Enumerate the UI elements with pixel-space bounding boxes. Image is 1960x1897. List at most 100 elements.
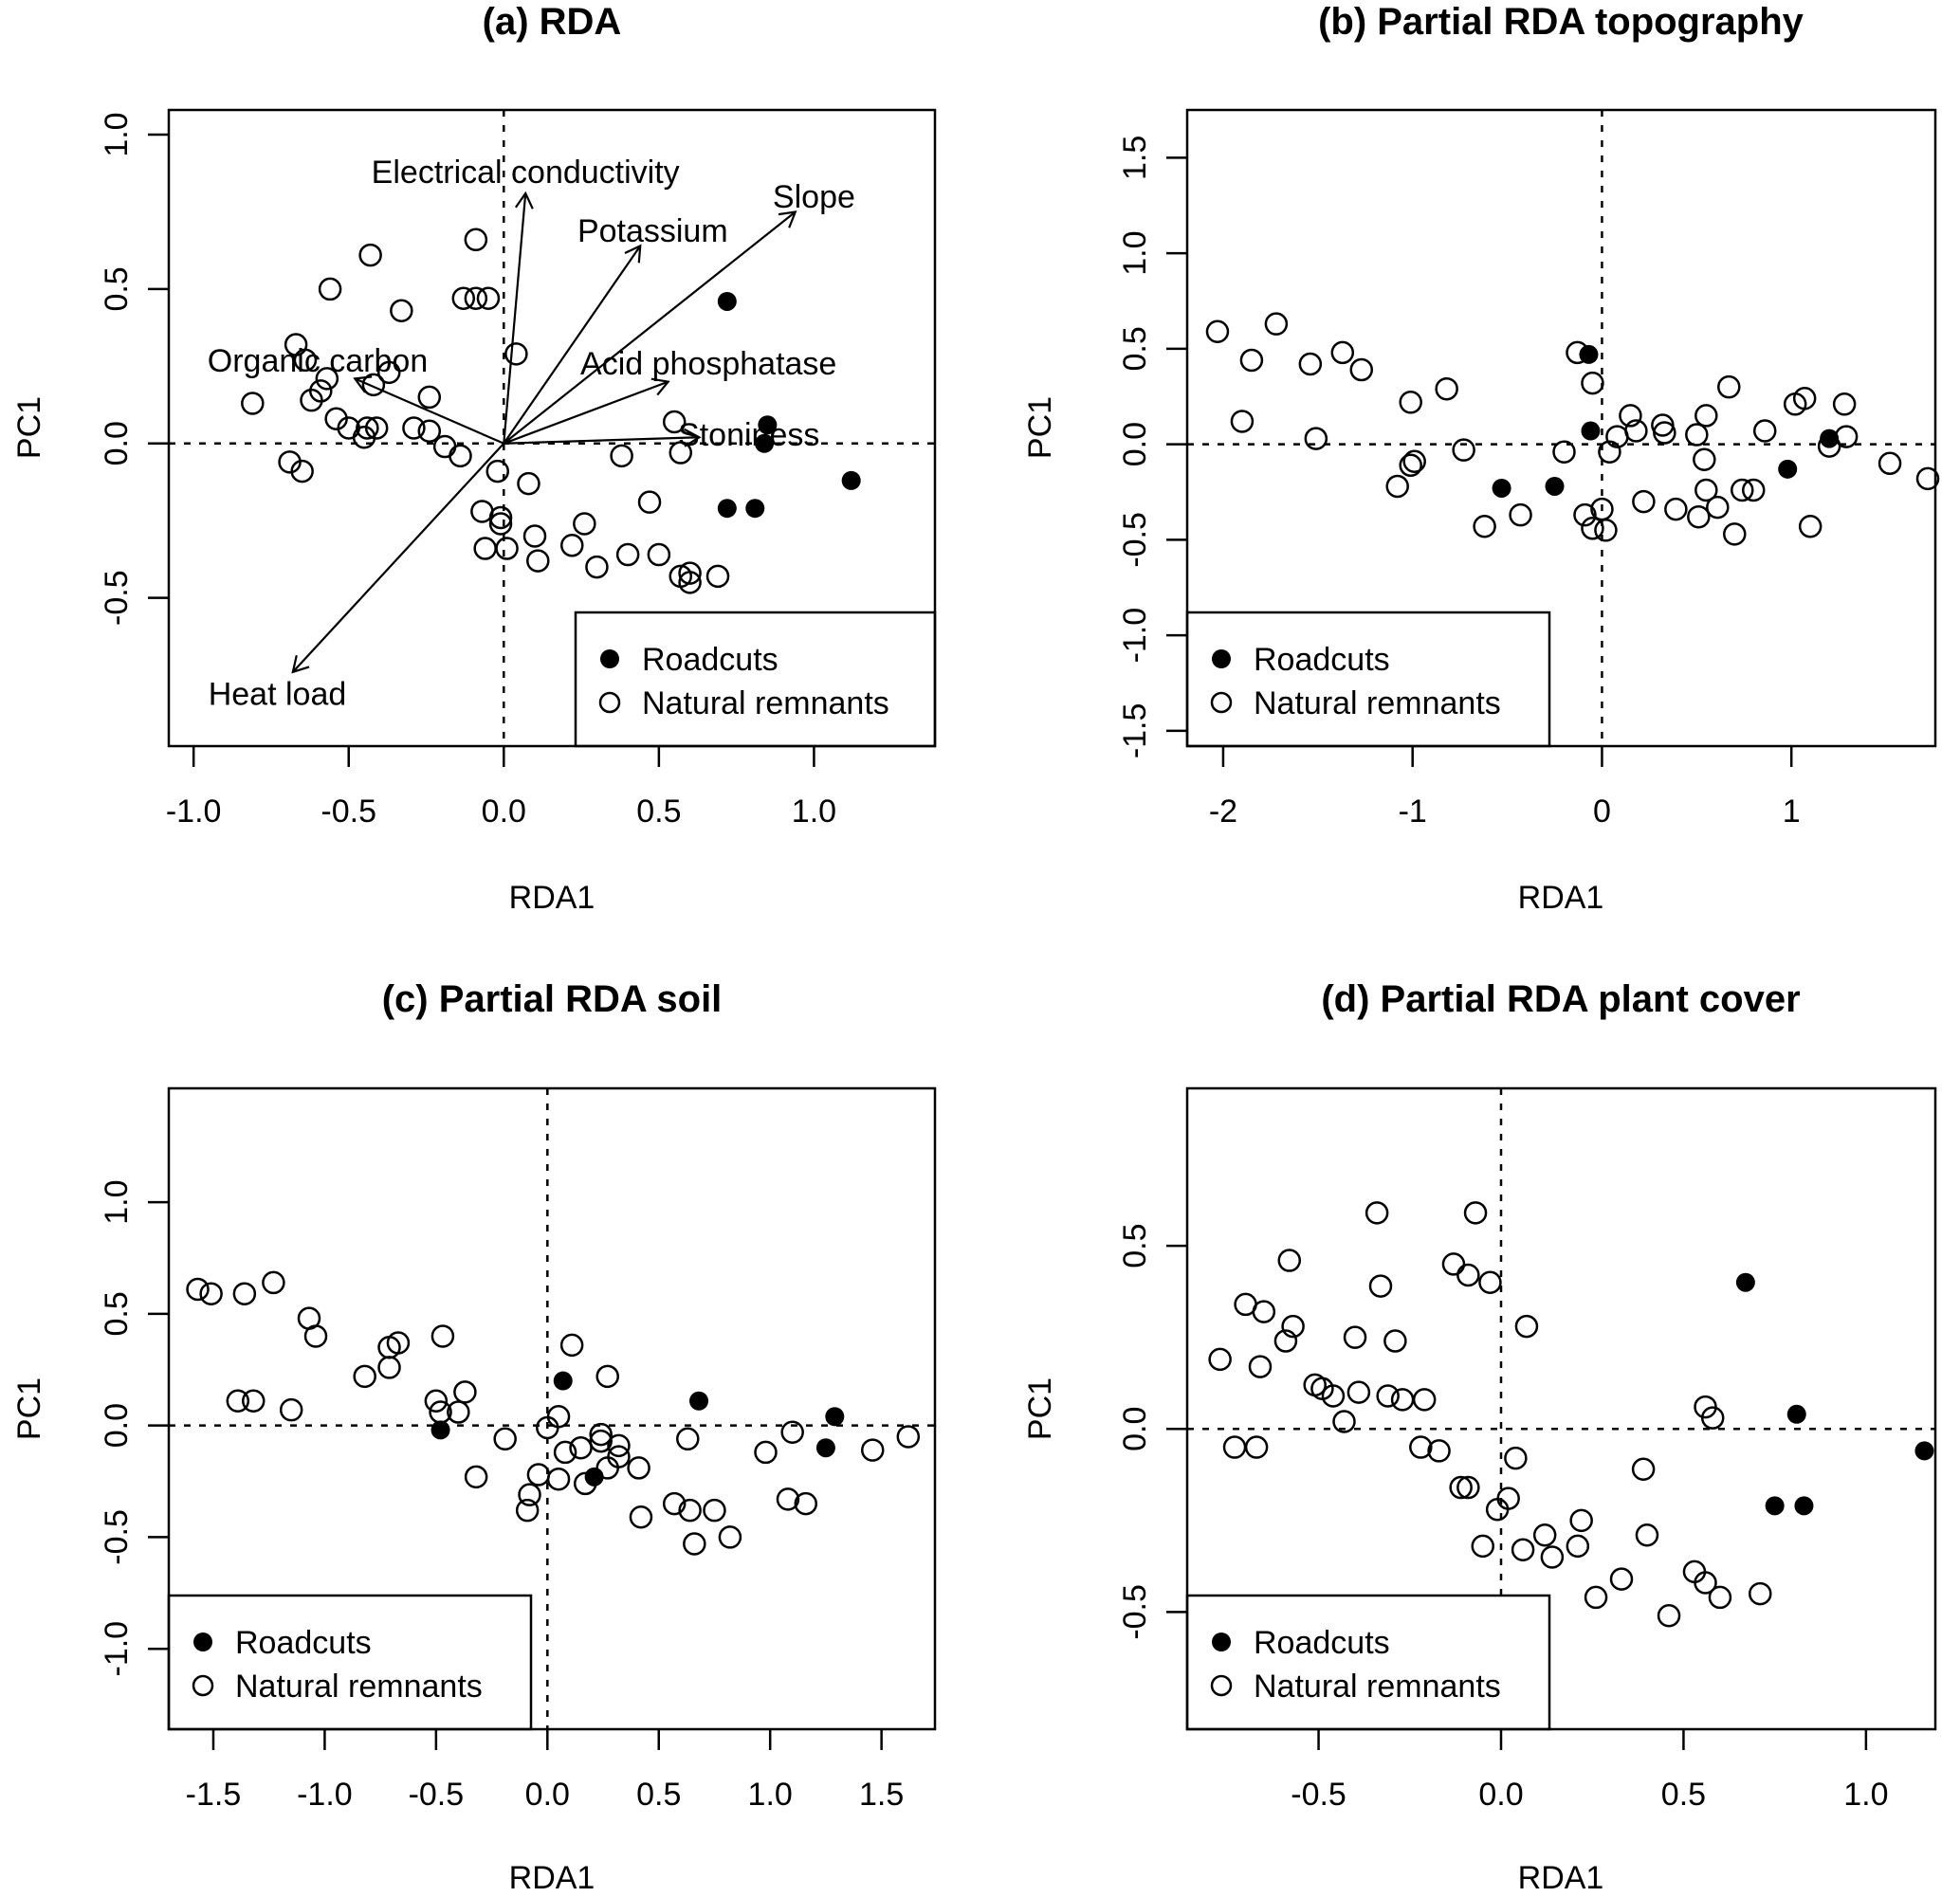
vector-arrow [503,380,669,445]
y-axis-label: PC1 [1022,1377,1058,1440]
point-natural-remnants [1631,1457,1656,1481]
point-natural-remnants [1581,517,1604,540]
point-natural-remnants [1915,466,1940,491]
x-tick-label: -0.5 [1291,1777,1346,1813]
point-natural-remnants [585,555,609,579]
point-natural-remnants [1390,1388,1415,1412]
point-natural-remnants [546,1467,571,1491]
point-natural-remnants [473,537,497,560]
point-natural-remnants [560,534,584,557]
x-tick-label: 0.5 [1661,1777,1706,1813]
legend-marker-roadcuts [1212,1633,1231,1651]
point-natural-remnants [377,1356,401,1379]
point-natural-remnants [860,1438,885,1462]
axis-ticks: -0.5 0.0 0.5 1.0 -0.5 0.0 0.5 [1117,1223,1889,1813]
legend-box [574,611,937,748]
point-natural-remnants [517,471,540,496]
point-natural-remnants [417,385,442,410]
x-tick-label: -0.5 [409,1777,465,1813]
point-natural-remnants [1330,340,1355,365]
point-natural-remnants [1427,1439,1451,1463]
point-natural-remnants [526,1463,551,1487]
point-roadcuts [825,1407,845,1427]
x-tick-label: 1.0 [748,1777,793,1813]
point-natural-remnants [1205,319,1230,343]
point-natural-remnants [279,1397,303,1422]
point-natural-remnants [293,348,318,373]
vector-arrow [504,436,700,445]
point-natural-remnants [186,1277,210,1302]
vector-arrowhead [624,244,642,264]
point-roadcuts [758,415,778,435]
point-natural-remnants [595,1456,619,1480]
point-natural-remnants [1230,410,1255,433]
y-tick-label: 1.0 [99,112,135,156]
point-natural-remnants [1239,348,1264,373]
point-natural-remnants [402,416,426,440]
point-natural-remnants [607,1433,631,1458]
panel-title: (c) Partial RDA soil [382,978,723,1020]
x-tick-label: -1.0 [297,1777,353,1813]
x-tick-label: 1.5 [859,1777,904,1813]
point-natural-remnants [430,1324,455,1348]
point-natural-remnants [262,1270,285,1295]
point-natural-remnants [488,505,513,530]
point-roadcuts [755,433,775,453]
point-natural-remnants [1478,1270,1502,1294]
point-natural-remnants [559,1333,584,1358]
point-natural-remnants [1273,1329,1298,1353]
point-roadcuts [745,499,765,519]
plot-frame [1185,108,1937,748]
point-natural-remnants [1473,515,1496,538]
point-natural-remnants [1252,1300,1276,1323]
point-roadcuts [1492,478,1511,498]
x-tick-label: -1.5 [186,1777,242,1813]
point-natural-remnants [303,1324,328,1348]
point-roadcuts [717,499,737,519]
x-tick-label: 0 [1593,793,1611,830]
point-natural-remnants [1694,1571,1717,1595]
point-natural-remnants [361,373,386,397]
point-natural-remnants [1792,387,1817,410]
point-natural-remnants [1365,1201,1389,1225]
point-natural-remnants [241,392,265,415]
point-roadcuts [1545,476,1565,496]
point-natural-remnants [627,1456,650,1480]
vector-arrow [503,245,642,445]
point-natural-remnants [476,286,501,310]
point-natural-remnants [447,1400,470,1424]
point-roadcuts [717,291,737,311]
legend-label-roadcuts: Roadcuts [642,642,779,678]
point-natural-remnants [1511,1538,1535,1561]
vector-arrow [503,210,797,445]
legend-box [1185,1594,1551,1731]
point-roadcuts [815,1438,835,1458]
point-natural-remnants [678,571,702,594]
y-tick-label: 0.0 [1117,422,1153,466]
point-roadcuts [1914,1441,1934,1461]
point-natural-remnants [1700,1406,1725,1430]
x-tick-label: -1 [1399,793,1427,830]
point-natural-remnants [417,419,442,444]
point-natural-remnants [1456,1263,1480,1287]
vector-arrowhead [778,210,797,228]
data-points [1208,1201,1934,1628]
y-tick-label: 1.0 [99,1179,135,1224]
point-natural-remnants [1598,440,1621,464]
x-tick-label: 0.5 [636,793,681,830]
point-natural-remnants [1619,404,1642,428]
point-natural-remnants [1706,495,1730,520]
legend-marker-roadcuts [193,1633,212,1651]
y-tick-label: 1.0 [1117,230,1153,275]
y-tick-label: -0.5 [99,570,135,626]
point-natural-remnants [1832,392,1857,416]
y-axis-label: PC1 [1022,396,1058,459]
point-natural-remnants [1581,371,1604,395]
point-natural-remnants [676,1427,700,1451]
point-natural-remnants [718,1525,742,1549]
point-natural-remnants [703,1498,726,1523]
point-natural-remnants [546,1404,571,1429]
point-natural-remnants [453,1380,477,1404]
point-natural-remnants [199,1282,223,1305]
point-natural-remnants [495,537,519,560]
